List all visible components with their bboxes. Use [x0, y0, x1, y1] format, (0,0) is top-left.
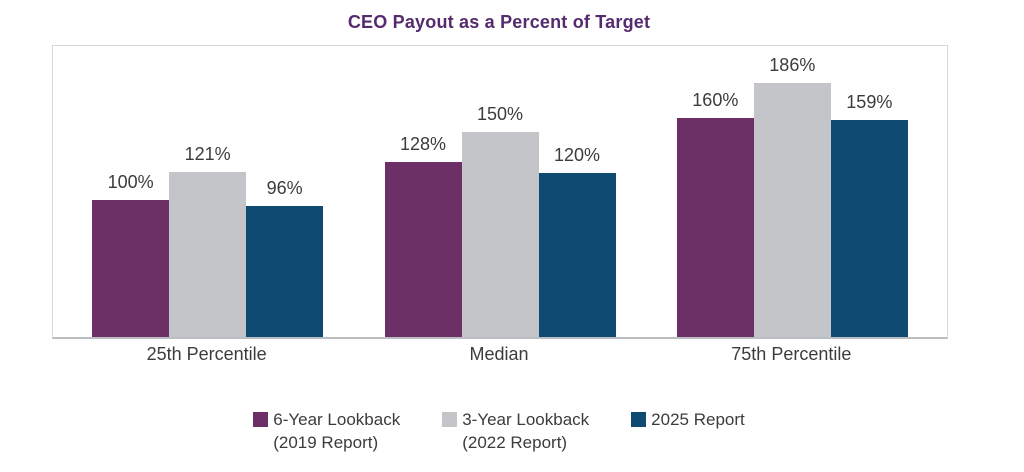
bar-group: 128% 150% 120%	[384, 46, 616, 337]
bar-6-year-lookback-2019-report-	[92, 200, 170, 337]
legend: 6-Year Lookback (2019 Report) 3-Year Lookb…	[52, 408, 946, 454]
legend-item: 2025 Report	[631, 408, 745, 431]
bar-column: 159%	[830, 46, 908, 337]
legend-swatch-icon	[631, 412, 647, 427]
bar-column: 121%	[169, 46, 247, 337]
chart-title: CEO Payout as a Percent of Target	[347, 12, 651, 32]
bar-value-label: 128%	[399, 134, 447, 154]
bar-value-label: 96%	[266, 178, 303, 198]
legend-label: 3-Year Lookback (2022 Report)	[462, 410, 590, 452]
bar-6-year-lookback-2019-report-	[676, 118, 754, 337]
bar-value-label: 186%	[769, 55, 816, 75]
bar-column: 120%	[538, 46, 616, 337]
bar-3-year-lookback-2022-report-	[169, 172, 247, 337]
bar-3-year-lookback-2022-report-	[753, 83, 831, 337]
legend-label: 6-Year Lookback (2019 Report)	[273, 410, 401, 452]
bar-value-label: 160%	[692, 90, 739, 110]
bar-2025-report	[538, 173, 616, 337]
bar-value-label: 121%	[184, 144, 231, 164]
bar-column: 186%	[753, 46, 831, 337]
bar-value-label: 120%	[553, 145, 601, 165]
bar-column: 150%	[461, 46, 539, 337]
bar-group: 100% 121% 96%	[92, 46, 324, 337]
bar-column: 100%	[92, 46, 170, 337]
plot-area: 100% 121% 96% 128% 150% 120% 160% 186% 159%	[52, 45, 948, 339]
category-label: Median	[469, 344, 529, 364]
bar-3-year-lookback-2022-report-	[461, 132, 539, 337]
legend-swatch-icon	[442, 412, 458, 427]
legend-item: 3-Year Lookback (2022 Report)	[442, 408, 589, 454]
legend-label: 2025 Report	[651, 410, 745, 429]
bar-value-label: 159%	[846, 92, 893, 112]
bar-column: 96%	[246, 46, 324, 337]
bar-6-year-lookback-2019-report-	[384, 162, 462, 337]
legend-swatch-icon	[253, 412, 269, 427]
bar-value-label: 100%	[107, 172, 154, 192]
bar-group: 160% 186% 159%	[676, 46, 908, 337]
bar-column: 128%	[384, 46, 462, 337]
legend-item: 6-Year Lookback (2019 Report)	[253, 408, 400, 454]
bar-2025-report	[830, 120, 908, 337]
bar-2025-report	[246, 206, 324, 337]
bar-value-label: 150%	[476, 104, 524, 124]
category-label: 25th Percentile	[146, 344, 267, 364]
bar-column: 160%	[676, 46, 754, 337]
category-label: 75th Percentile	[731, 344, 852, 364]
